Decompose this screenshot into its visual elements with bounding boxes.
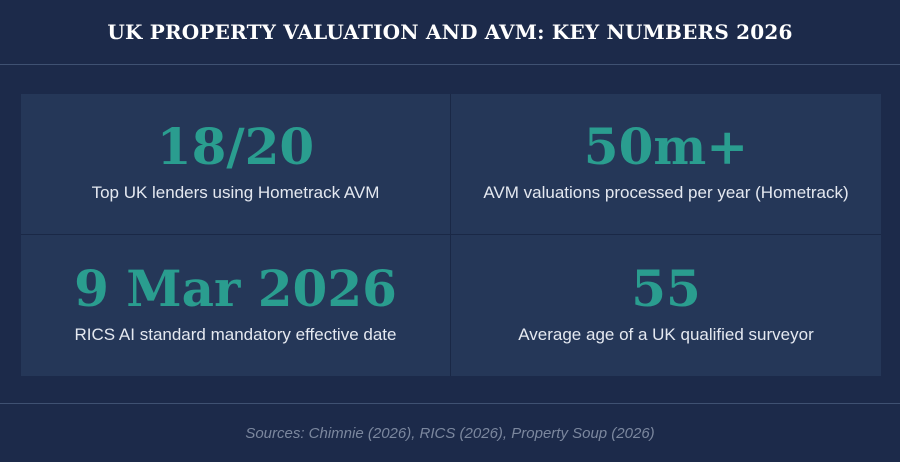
stat-value: 55 <box>631 258 701 318</box>
stat-card-lenders: 18/20 Top UK lenders using Hometrack AVM <box>21 94 450 234</box>
stat-card-rics-date: 9 Mar 2026 RICS AI standard mandatory ef… <box>21 235 450 376</box>
header: UK PROPERTY VALUATION AND AVM: KEY NUMBE… <box>0 0 900 65</box>
stats-grid: 18/20 Top UK lenders using Hometrack AVM… <box>21 94 881 376</box>
stat-value: 9 Mar 2026 <box>74 258 397 318</box>
page-title: UK PROPERTY VALUATION AND AVM: KEY NUMBE… <box>107 20 793 44</box>
stat-label: RICS AI standard mandatory effective dat… <box>74 324 397 344</box>
stat-label: AVM valuations processed per year (Homet… <box>483 183 849 202</box>
stat-label: Average age of a UK qualified surveyor <box>518 324 814 344</box>
footer: Sources: Chimnie (2026), RICS (2026), Pr… <box>0 403 900 462</box>
stat-label: Top UK lenders using Hometrack AVM <box>91 183 380 202</box>
stat-value: 18/20 <box>156 117 315 176</box>
sources-text: Sources: Chimnie (2026), RICS (2026), Pr… <box>245 425 655 442</box>
stat-card-valuations: 50m+ AVM valuations processed per year (… <box>451 94 881 234</box>
stat-value: 50m+ <box>583 117 749 176</box>
stat-card-surveyor-age: 55 Average age of a UK qualified surveyo… <box>451 235 881 376</box>
